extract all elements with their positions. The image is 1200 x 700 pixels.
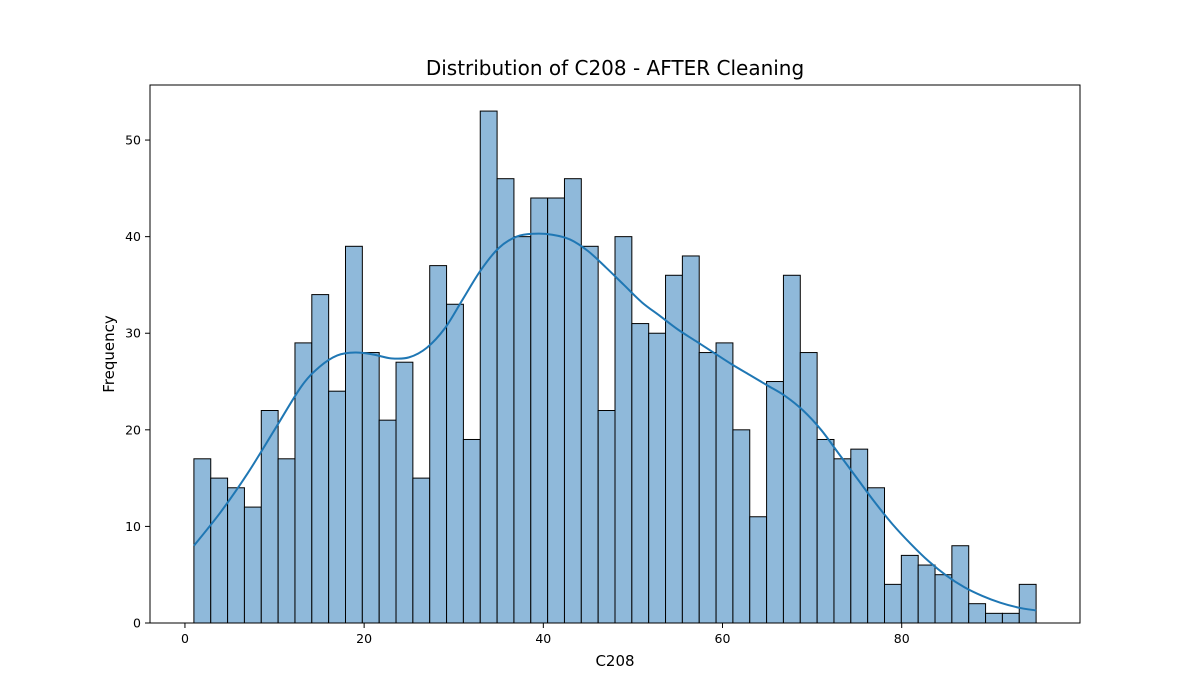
y-tick-label: 20 bbox=[125, 422, 141, 437]
histogram-bar bbox=[732, 429, 751, 624]
histogram-bar bbox=[311, 294, 330, 624]
histogram-bar bbox=[530, 197, 549, 624]
histogram-bar bbox=[243, 506, 262, 624]
histogram-bar bbox=[867, 487, 886, 624]
histogram-bar bbox=[1018, 583, 1037, 624]
histogram-bar bbox=[833, 458, 852, 624]
histogram-bar bbox=[631, 323, 650, 624]
histogram-bar bbox=[766, 381, 784, 624]
plot-frame bbox=[149, 84, 1081, 624]
histogram-bar bbox=[1001, 612, 1020, 624]
y-axis-ticks: 0 10 20 30 40 50 bbox=[125, 133, 150, 631]
histogram-bar bbox=[479, 110, 498, 624]
x-tick-label: 80 bbox=[894, 631, 910, 646]
histogram-bar bbox=[210, 477, 229, 624]
y-axis-label: Frequency bbox=[100, 315, 118, 393]
histogram-bar bbox=[429, 265, 448, 624]
histogram-bar bbox=[698, 352, 717, 624]
histogram-bar bbox=[378, 419, 397, 624]
histogram-bar bbox=[884, 583, 902, 624]
histogram-bar bbox=[513, 236, 532, 624]
histogram-bar bbox=[816, 438, 835, 624]
histogram-bar bbox=[193, 458, 212, 624]
histogram-bar bbox=[446, 303, 464, 624]
x-tick-label: 20 bbox=[356, 631, 372, 646]
histogram-bar bbox=[597, 410, 616, 624]
y-tick-label: 30 bbox=[125, 326, 141, 341]
histogram-bar bbox=[277, 458, 296, 624]
histogram-bar bbox=[260, 410, 279, 624]
histogram-bar bbox=[395, 361, 414, 624]
histogram-bar bbox=[648, 332, 667, 624]
histogram-bar bbox=[799, 352, 818, 624]
histogram-bar bbox=[917, 564, 936, 624]
histogram-bar bbox=[496, 178, 515, 624]
histogram-bar bbox=[361, 352, 380, 624]
histogram-bar bbox=[900, 554, 919, 624]
histogram-bar bbox=[934, 574, 953, 624]
histogram-bar bbox=[681, 255, 700, 624]
y-tick-label: 50 bbox=[125, 133, 141, 148]
histogram-bar bbox=[344, 245, 363, 624]
x-tick-label: 0 bbox=[181, 631, 189, 646]
histogram-bar bbox=[782, 274, 801, 624]
histogram-bar bbox=[328, 390, 346, 624]
y-tick-label: 0 bbox=[133, 616, 141, 631]
chart-title: Distribution of C208 - AFTER Cleaning bbox=[426, 56, 804, 80]
histogram-bar bbox=[985, 612, 1003, 624]
histogram-bar bbox=[412, 477, 431, 624]
x-axis-ticks: 0 20 40 60 80 bbox=[181, 623, 910, 646]
histogram-bar bbox=[227, 487, 245, 624]
histogram-bar bbox=[968, 603, 987, 624]
histogram-bar bbox=[462, 438, 481, 624]
histogram-bar bbox=[580, 245, 599, 624]
histogram-bar bbox=[715, 342, 734, 624]
histogram-bar bbox=[547, 197, 565, 624]
y-tick-label: 40 bbox=[125, 229, 141, 244]
histogram-bar bbox=[749, 516, 768, 624]
histogram-bar bbox=[850, 448, 869, 624]
histogram-bar bbox=[614, 236, 633, 624]
x-axis-label: C208 bbox=[595, 652, 634, 670]
y-tick-label: 10 bbox=[125, 519, 141, 534]
x-tick-label: 40 bbox=[535, 631, 551, 646]
kde-curve bbox=[193, 232, 1037, 612]
x-tick-label: 60 bbox=[715, 631, 731, 646]
